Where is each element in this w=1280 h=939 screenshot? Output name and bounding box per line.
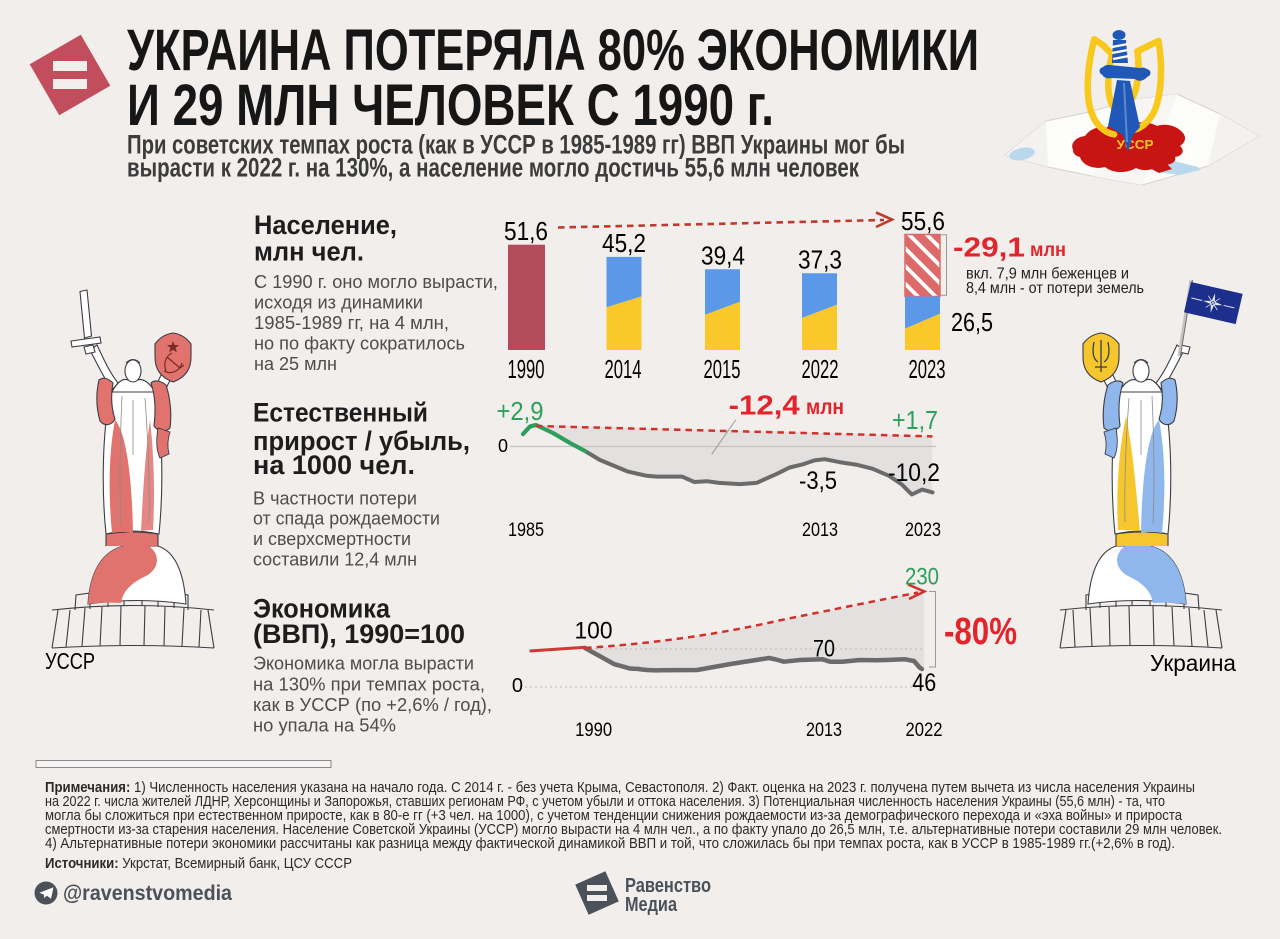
svg-text:млн чел.: млн чел. bbox=[254, 237, 364, 267]
svg-text:как в УССР (по +2,6% / год),: как в УССР (по +2,6% / год), bbox=[253, 695, 492, 715]
svg-text:Население,: Население, bbox=[254, 210, 397, 240]
svg-text:+1,7: +1,7 bbox=[892, 405, 938, 435]
svg-text:вкл. 7,9 млн беженцев и: вкл. 7,9 млн беженцев и bbox=[966, 266, 1129, 283]
svg-text:смертности из-за старения насе: смертности из-за старения населения. Нас… bbox=[45, 822, 1222, 838]
svg-text:вырасти к 2022 г. на 130%, а н: вырасти к 2022 г. на 130%, а население м… bbox=[127, 153, 859, 183]
svg-text:2013: 2013 bbox=[806, 720, 842, 741]
svg-text:В частности потери: В частности потери bbox=[253, 488, 417, 508]
svg-text:на 1000 чел.: на 1000 чел. bbox=[253, 450, 415, 480]
svg-text:-12,4: -12,4 bbox=[729, 390, 800, 421]
svg-text:Примечания: 1) Численность нас: Примечания: 1) Численность населения ука… bbox=[45, 780, 1195, 796]
svg-text:26,5: 26,5 bbox=[951, 307, 993, 337]
svg-text:могла бы сложиться при естеств: могла бы сложиться при естественном прир… bbox=[45, 808, 1183, 824]
svg-text:2015: 2015 bbox=[704, 354, 741, 384]
svg-text:прирост / убыль,: прирост / убыль, bbox=[253, 426, 470, 456]
svg-text:4) Альтернативные потери эконо: 4) Альтернативные потери экономики рассч… bbox=[45, 836, 1175, 852]
svg-text:Источники: Укрстат, Всемирный: Источники: Укрстат, Всемирный банк, ЦСУ … bbox=[45, 855, 352, 872]
svg-text:100: 100 bbox=[575, 618, 613, 645]
svg-text:45,2: 45,2 bbox=[602, 228, 646, 258]
svg-text:Украина: Украина bbox=[1150, 650, 1236, 676]
svg-text:55,6: 55,6 bbox=[901, 206, 945, 236]
svg-text:46: 46 bbox=[912, 669, 936, 697]
svg-text:Медиа: Медиа bbox=[625, 894, 678, 916]
svg-text:2023: 2023 bbox=[909, 354, 946, 384]
svg-text:1985: 1985 bbox=[508, 520, 544, 541]
svg-text:Экономика могла вырасти: Экономика могла вырасти bbox=[253, 654, 474, 674]
svg-text:И 29 МЛН ЧЕЛОВЕК С 1990 г.: И 29 МЛН ЧЕЛОВЕК С 1990 г. bbox=[127, 73, 774, 138]
svg-text:млн: млн bbox=[1030, 240, 1066, 261]
svg-text:составили 12,4 млн: составили 12,4 млн bbox=[253, 549, 417, 569]
svg-text:+2,9: +2,9 bbox=[497, 396, 544, 426]
svg-text:-80%: -80% bbox=[944, 611, 1017, 653]
svg-text:0: 0 bbox=[512, 675, 523, 697]
svg-text:(ВВП), 1990=100: (ВВП), 1990=100 bbox=[253, 619, 465, 649]
svg-text:но упала на 54%: но упала на 54% bbox=[253, 716, 396, 736]
svg-text:млн: млн bbox=[806, 396, 844, 419]
svg-text:Экономика: Экономика bbox=[253, 594, 391, 624]
svg-text:исходя из динамики: исходя из динамики bbox=[254, 293, 423, 313]
svg-text:@ravenstvomedia: @ravenstvomedia bbox=[63, 882, 232, 905]
svg-text:1990: 1990 bbox=[575, 720, 612, 741]
svg-text:от спада рождаемости: от спада рождаемости bbox=[253, 509, 440, 529]
svg-text:-3,5: -3,5 bbox=[799, 467, 837, 495]
svg-text:и сверхсмертности: и сверхсмертности bbox=[253, 529, 411, 549]
svg-text:39,4: 39,4 bbox=[701, 241, 745, 271]
svg-text:-10,2: -10,2 bbox=[888, 459, 940, 487]
svg-text:УКРАИНА ПОТЕРЯЛА 80% ЭКОНОМИКИ: УКРАИНА ПОТЕРЯЛА 80% ЭКОНОМИКИ bbox=[127, 18, 979, 83]
svg-text:0: 0 bbox=[498, 436, 508, 456]
svg-text:1990: 1990 bbox=[508, 354, 545, 384]
svg-text:2014: 2014 bbox=[605, 354, 642, 384]
svg-text:Естественный: Естественный bbox=[253, 398, 428, 428]
svg-text:2022: 2022 bbox=[802, 354, 839, 384]
svg-text:-29,1: -29,1 bbox=[953, 231, 1025, 262]
svg-text:8,4 млн - от потери земель: 8,4 млн - от потери земель bbox=[966, 280, 1144, 297]
svg-text:При советских темпах роста (ка: При советских темпах роста (как в УССР в… bbox=[127, 129, 905, 159]
svg-text:на 2022 г. числа жителей ЛДНР,: на 2022 г. числа жителей ЛДНР, Херсонщин… bbox=[45, 794, 1165, 810]
svg-text:2013: 2013 bbox=[802, 520, 838, 541]
svg-text:1985-1989 гг, на 4 млн,: 1985-1989 гг, на 4 млн, bbox=[254, 313, 449, 333]
svg-text:но по факту сократилось: но по факту сократилось bbox=[254, 334, 465, 354]
svg-text:230: 230 bbox=[905, 564, 939, 591]
svg-text:на 130% при темпах роста,: на 130% при темпах роста, bbox=[253, 674, 485, 694]
svg-text:70: 70 bbox=[813, 636, 835, 663]
svg-text:на 25 млн: на 25 млн bbox=[254, 354, 337, 374]
svg-text:Равенство: Равенство bbox=[625, 875, 711, 897]
svg-text:51,6: 51,6 bbox=[504, 216, 548, 246]
svg-text:УССР: УССР bbox=[1117, 137, 1154, 152]
svg-text:2022: 2022 bbox=[906, 720, 943, 741]
svg-text:37,3: 37,3 bbox=[798, 245, 842, 275]
svg-text:С 1990 г. оно могло вырасти,: С 1990 г. оно могло вырасти, bbox=[254, 272, 498, 292]
svg-text:2023: 2023 bbox=[905, 520, 941, 541]
svg-text:УССР: УССР bbox=[45, 648, 95, 674]
